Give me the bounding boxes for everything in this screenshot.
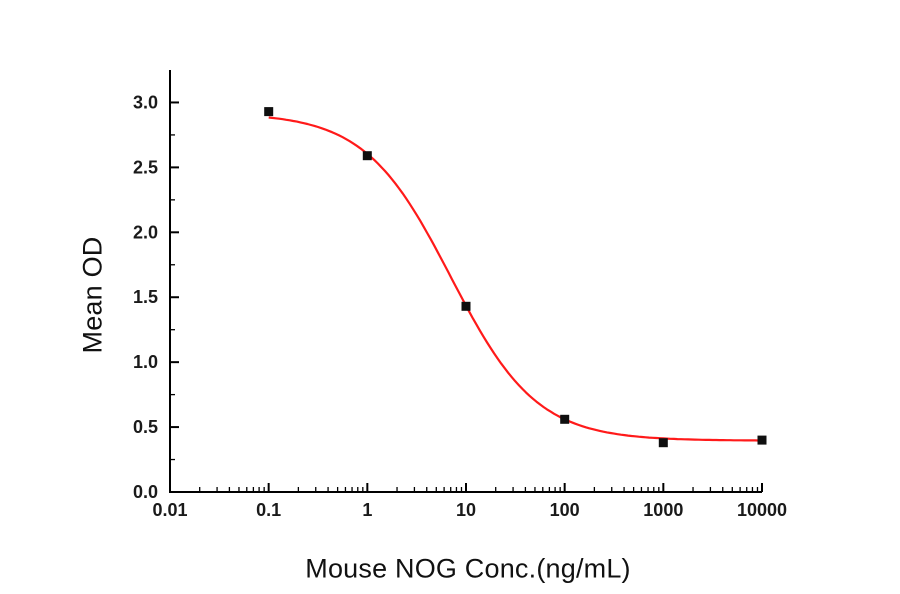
fit-curve xyxy=(268,116,762,442)
y-tick-label: 1.0 xyxy=(133,352,158,372)
y-tick-label: 2.5 xyxy=(133,157,158,177)
data-point-marker xyxy=(658,438,668,448)
data-point-marker xyxy=(757,435,767,445)
y-tick-label: 1.5 xyxy=(133,287,158,307)
x-tick-label: 10 xyxy=(456,500,476,520)
x-tick-label: 1 xyxy=(362,500,372,520)
x-tick-label: 10000 xyxy=(737,500,787,520)
axes-frame xyxy=(169,70,762,493)
x-tick-label: 1000 xyxy=(643,500,683,520)
data-point-marker xyxy=(461,301,471,311)
x-axis-title: Mouse NOG Conc.(ng/mL) xyxy=(305,553,631,584)
y-tick-label: 0.5 xyxy=(133,417,158,437)
data-point-marker xyxy=(560,414,570,424)
y-axis-title: Mean OD xyxy=(77,236,108,354)
data-point-marker xyxy=(264,107,274,117)
data-point-marker xyxy=(362,151,372,161)
y-tick-label: 3.0 xyxy=(133,92,158,112)
x-tick-label: 0.1 xyxy=(256,500,281,520)
y-tick-label: 0.0 xyxy=(133,482,158,502)
x-tick-label: 100 xyxy=(550,500,580,520)
y-tick-label: 2.0 xyxy=(133,222,158,242)
x-tick-label: 0.01 xyxy=(152,500,187,520)
